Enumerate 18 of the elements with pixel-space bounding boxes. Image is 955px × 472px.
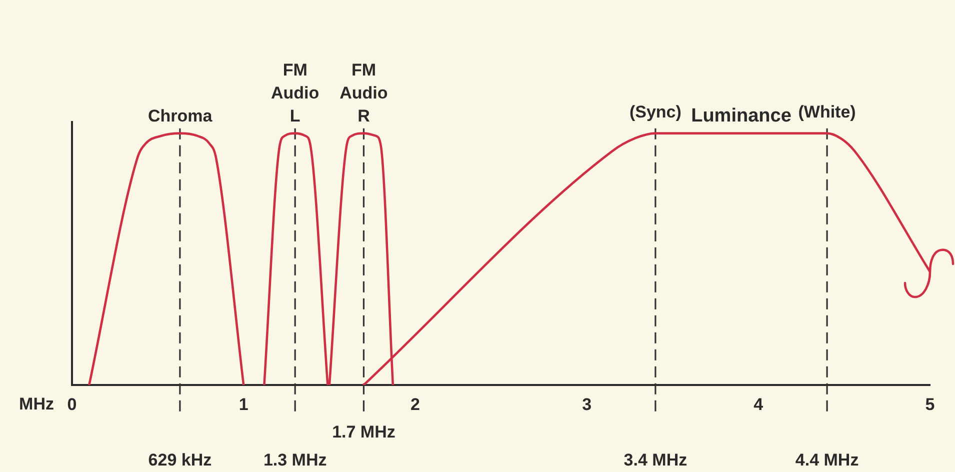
- x-tick-label: 3: [582, 394, 592, 414]
- series-label: FM Audio L: [271, 60, 320, 126]
- x-tick-label: 5: [925, 394, 935, 414]
- series-label: FM Audio R: [340, 60, 388, 126]
- annotation: (White): [798, 102, 856, 122]
- ref-line-label: 1.3 MHz: [263, 450, 327, 470]
- x-tick-label: 1: [238, 394, 248, 414]
- x-tick-label: 4: [754, 394, 764, 414]
- ref-line-label: 4.4 MHz: [795, 450, 859, 470]
- ref-line-label: 3.4 MHz: [624, 450, 688, 470]
- x-axis-title: MHz: [19, 394, 54, 414]
- series-label: Luminance: [691, 105, 792, 126]
- x-tick-label: 0: [67, 394, 77, 414]
- x-tick-label: 2: [410, 394, 420, 414]
- series-label: Chroma: [148, 106, 213, 126]
- ref-line-label: 1.7 MHz: [332, 422, 396, 442]
- annotation: (Sync): [629, 102, 682, 122]
- ref-line-label: 629 kHz: [148, 450, 212, 470]
